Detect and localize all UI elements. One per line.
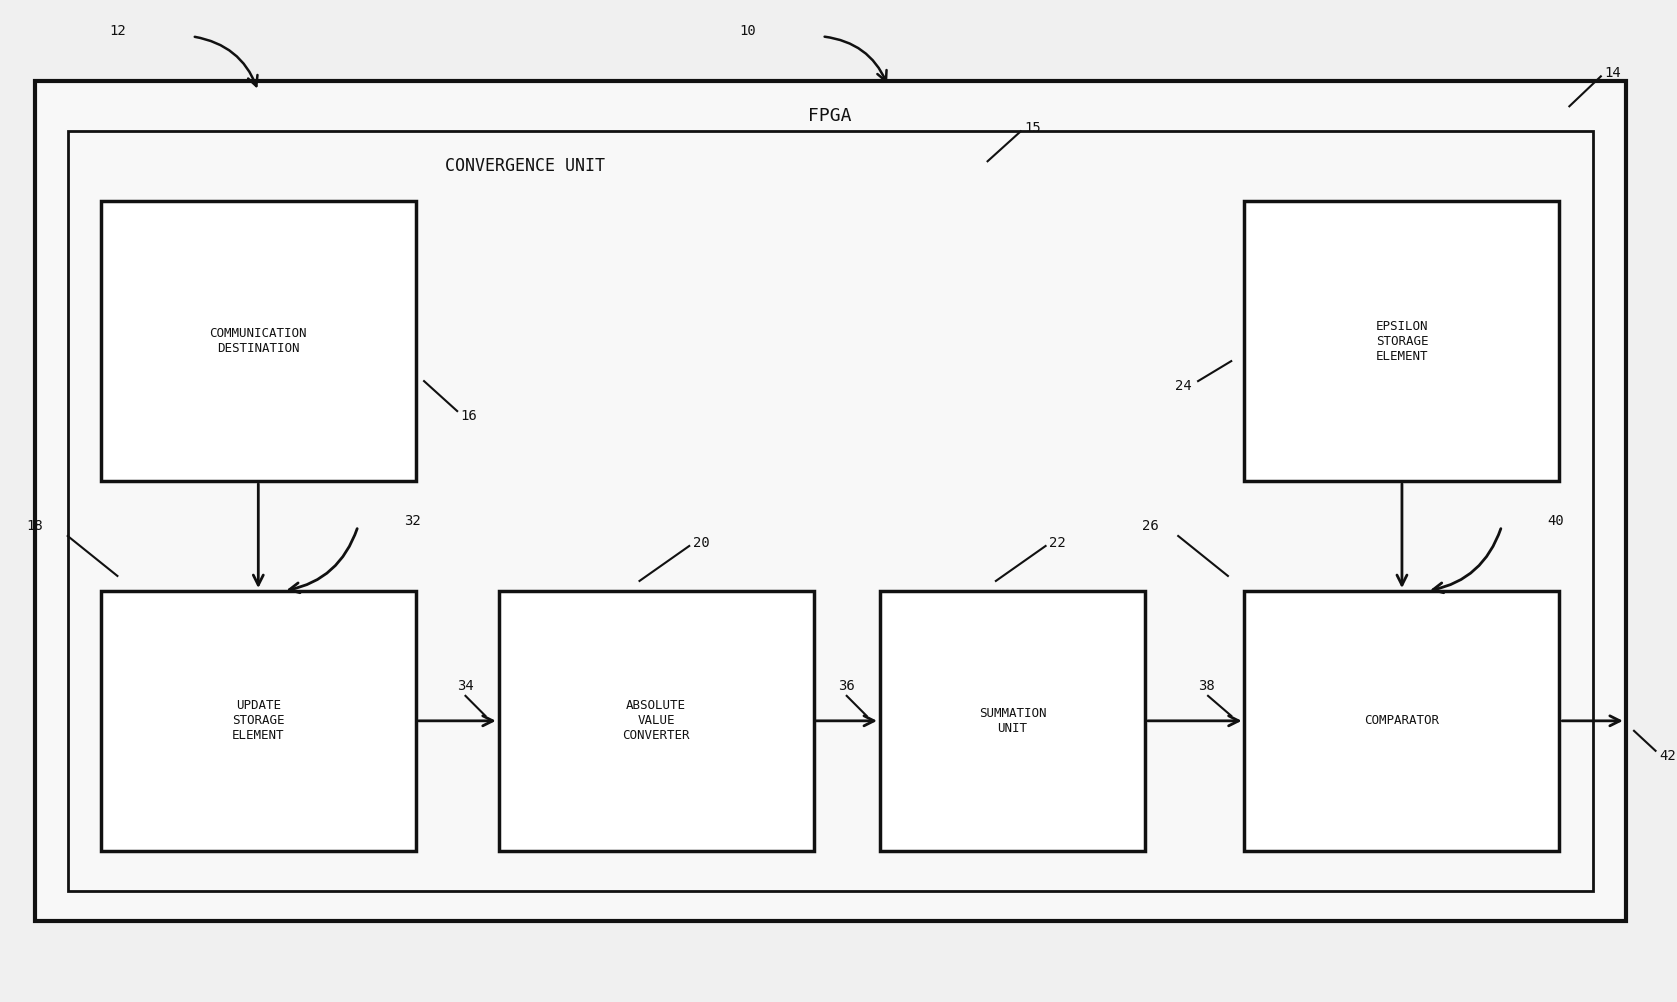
Text: 15: 15 — [1025, 121, 1041, 135]
Text: 42: 42 — [1659, 748, 1675, 763]
Text: 18: 18 — [27, 519, 44, 533]
Text: 16: 16 — [461, 409, 478, 423]
Bar — [67, 131, 1593, 891]
Text: 10: 10 — [740, 24, 756, 38]
Bar — [498, 591, 813, 851]
Text: 24: 24 — [1174, 379, 1191, 393]
Bar — [35, 81, 1625, 921]
Text: 26: 26 — [1142, 519, 1159, 533]
Text: EPSILON
STORAGE
ELEMENT: EPSILON STORAGE ELEMENT — [1375, 320, 1429, 363]
Text: COMPARATOR: COMPARATOR — [1365, 714, 1439, 727]
Bar — [101, 201, 416, 481]
Text: 36: 36 — [838, 679, 855, 692]
Text: ABSOLUTE
VALUE
CONVERTER: ABSOLUTE VALUE CONVERTER — [622, 699, 689, 742]
Text: 32: 32 — [404, 514, 421, 528]
Text: SUMMATION
UNIT: SUMMATION UNIT — [979, 706, 1046, 734]
Text: 34: 34 — [458, 679, 475, 692]
Bar — [1244, 201, 1560, 481]
Text: UPDATE
STORAGE
ELEMENT: UPDATE STORAGE ELEMENT — [231, 699, 285, 742]
Text: CONVERGENCE UNIT: CONVERGENCE UNIT — [444, 157, 605, 175]
Text: 38: 38 — [1197, 679, 1214, 692]
Bar — [101, 591, 416, 851]
Bar — [1244, 591, 1560, 851]
Text: 22: 22 — [1048, 536, 1065, 550]
Text: 12: 12 — [109, 24, 126, 38]
Text: FPGA: FPGA — [808, 107, 852, 125]
Text: COMMUNICATION
DESTINATION: COMMUNICATION DESTINATION — [210, 327, 307, 355]
Text: 40: 40 — [1548, 514, 1565, 528]
Bar — [880, 591, 1145, 851]
Text: 14: 14 — [1605, 66, 1622, 80]
Text: 20: 20 — [693, 536, 709, 550]
